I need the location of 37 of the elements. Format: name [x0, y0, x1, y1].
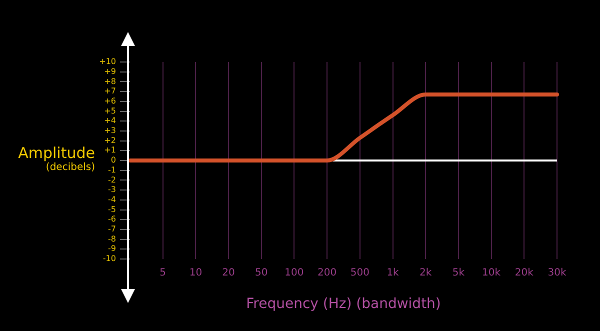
x-tick-label: 100: [284, 268, 304, 279]
y-tick-label: +9: [104, 66, 116, 76]
x-tick-label: 200: [318, 268, 337, 279]
x-tick-label: 1k: [386, 268, 400, 279]
y-tick-label: -1: [108, 165, 116, 174]
x-tick-label: 20: [222, 268, 235, 279]
x-tick-label: 500: [350, 268, 370, 279]
y-tick-label: +3: [104, 126, 116, 136]
y-tick-label: -3: [108, 185, 116, 194]
y-tick-label: -10: [102, 254, 116, 264]
y-tick-label: +5: [104, 106, 116, 116]
y-tick-label: 0: [110, 156, 116, 165]
x-tick-label: 20k: [514, 268, 534, 279]
y-tick-label: -5: [108, 204, 116, 214]
y-axis-title: Amplitude (decibels): [18, 144, 95, 173]
x-tick-label: 10: [189, 268, 202, 279]
x-tick-label: 30k: [548, 268, 566, 279]
y-tick-label: -7: [108, 224, 116, 234]
y-tick-label: +8: [104, 76, 116, 86]
y-tick-label: +6: [104, 96, 116, 106]
y-tick-label: +1: [104, 146, 116, 155]
y-tick-label: -8: [108, 234, 116, 244]
x-tick-label: 50: [255, 268, 268, 279]
y-tick-label: +10: [99, 57, 116, 66]
y-tick-label: +7: [104, 86, 116, 96]
y-tick-label: -9: [108, 244, 116, 254]
y-tick-label: +2: [104, 136, 116, 145]
x-tick-label: 5k: [452, 268, 465, 279]
y-tick-label: +4: [104, 116, 116, 126]
x-tick-label: 2k: [420, 268, 432, 279]
y-tick-label: -2: [108, 175, 116, 184]
y-tick-label: -4: [108, 194, 116, 204]
x-axis-title: Frequency (Hz) (bandwidth): [246, 296, 441, 312]
y-tick-label: -6: [108, 214, 116, 224]
x-tick-label: 5: [160, 268, 166, 279]
line-series: [128, 92, 559, 162]
x-tick-label: 10k: [482, 268, 501, 279]
